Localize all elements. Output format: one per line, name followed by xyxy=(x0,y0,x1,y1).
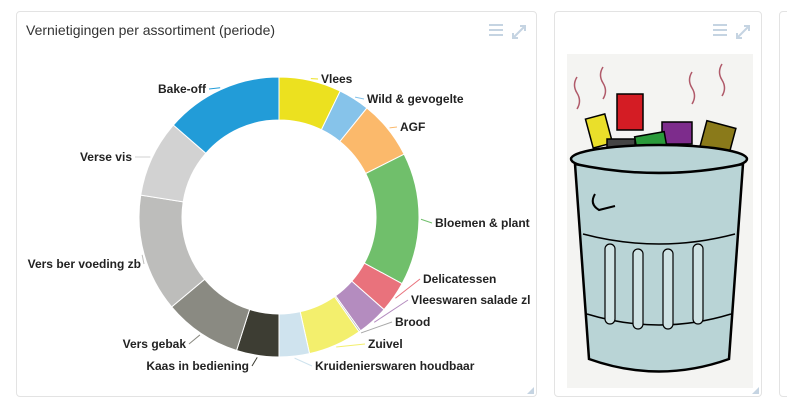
image-panel xyxy=(554,11,762,397)
donut-chart: Vlees Wild & gevogelte AGF Bloemen & plant D… xyxy=(28,72,531,373)
donut-slice[interactable] xyxy=(172,76,280,155)
label-connector xyxy=(373,299,409,323)
menu-icon[interactable] xyxy=(489,24,503,39)
trash-can-icon xyxy=(567,54,753,388)
label-connector xyxy=(251,357,258,367)
slice-label: Vlees xyxy=(321,72,353,86)
expand-icon[interactable] xyxy=(735,24,751,40)
label-connector xyxy=(395,278,421,299)
slice-label: Kruidenierswaren houdbaar xyxy=(315,359,475,373)
slice-label: Zuivel xyxy=(368,337,403,351)
slice-label: Bloemen & plant xyxy=(435,216,530,230)
slice-label: AGF xyxy=(400,120,425,134)
resize-grip-icon[interactable] xyxy=(527,387,534,394)
slice-label: Verse vis xyxy=(80,150,132,164)
slice-label: Kaas in bediening xyxy=(146,359,249,373)
donut-slice[interactable] xyxy=(363,153,420,285)
slice-label: Vers gebak xyxy=(123,337,187,351)
label-connector xyxy=(294,357,313,367)
label-connector xyxy=(141,254,145,265)
expand-icon[interactable] xyxy=(511,24,527,40)
label-connector xyxy=(208,87,221,90)
label-connector xyxy=(336,343,366,348)
label-connector xyxy=(360,321,393,334)
menu-icon[interactable] xyxy=(713,24,727,39)
chart-panel: Vernietigingen per assortiment (periode)… xyxy=(16,11,537,397)
slice-label: Brood xyxy=(395,315,430,329)
chart-title: Vernietigingen per assortiment (periode) xyxy=(26,22,276,38)
slice-label: Bake-off xyxy=(158,82,207,96)
label-connector xyxy=(188,334,201,345)
label-connector xyxy=(354,96,365,100)
slice-label: Wild & gevogelte xyxy=(367,92,464,106)
slice-label: Vers ber voeding zb xyxy=(28,257,141,271)
slice-label: Delicatessen xyxy=(423,272,496,286)
label-connector xyxy=(420,218,433,224)
resize-grip-icon[interactable] xyxy=(752,387,759,394)
label-connector xyxy=(389,126,398,129)
slice-label: Vleeswaren salade zl xyxy=(411,293,530,307)
next-panel-edge xyxy=(779,11,787,397)
